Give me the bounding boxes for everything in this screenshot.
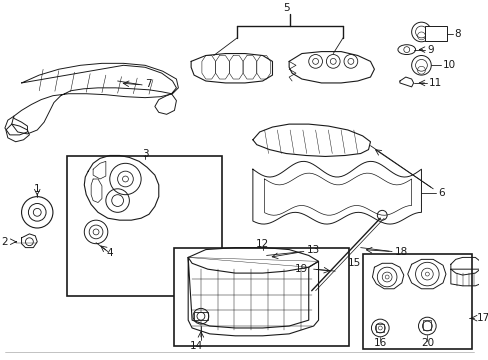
Text: 20: 20 bbox=[420, 338, 433, 348]
Circle shape bbox=[411, 22, 430, 42]
Text: 10: 10 bbox=[442, 60, 455, 70]
Bar bbox=[174, 248, 348, 346]
Text: 4: 4 bbox=[106, 248, 113, 258]
Text: 16: 16 bbox=[373, 338, 386, 348]
Text: 6: 6 bbox=[437, 188, 444, 198]
Bar bbox=[423, 320, 430, 330]
Bar bbox=[376, 324, 384, 332]
Text: 13: 13 bbox=[306, 244, 319, 255]
Bar bbox=[66, 157, 221, 296]
Bar bbox=[194, 312, 207, 320]
Bar bbox=[362, 255, 471, 348]
Text: 14: 14 bbox=[189, 341, 202, 351]
Text: 11: 11 bbox=[428, 78, 442, 88]
Text: 12: 12 bbox=[256, 239, 269, 249]
Bar bbox=[425, 26, 446, 41]
Text: 8: 8 bbox=[453, 29, 460, 39]
Text: 19: 19 bbox=[294, 264, 307, 274]
Text: 18: 18 bbox=[394, 247, 407, 257]
Text: 5: 5 bbox=[282, 4, 289, 13]
Text: 7: 7 bbox=[145, 79, 151, 89]
Text: 3: 3 bbox=[142, 149, 148, 158]
Text: 15: 15 bbox=[347, 258, 360, 268]
Text: 9: 9 bbox=[427, 45, 433, 55]
Text: 2: 2 bbox=[1, 237, 8, 247]
Text: 17: 17 bbox=[475, 313, 488, 323]
Circle shape bbox=[411, 55, 430, 75]
Text: 1: 1 bbox=[34, 184, 41, 194]
